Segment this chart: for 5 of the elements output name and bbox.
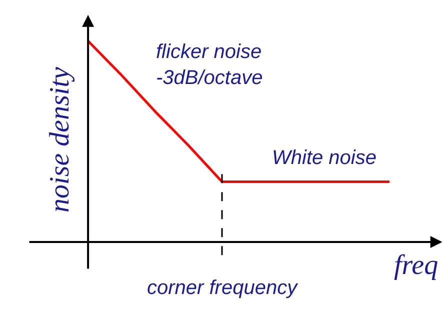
y-axis-title: noise density <box>44 66 76 212</box>
annotation: flicker noise -3dB/octave <box>156 41 263 89</box>
x-axis-title: freq <box>394 250 438 281</box>
annotation: White noise <box>272 147 376 169</box>
text: corner frequency <box>147 277 298 299</box>
